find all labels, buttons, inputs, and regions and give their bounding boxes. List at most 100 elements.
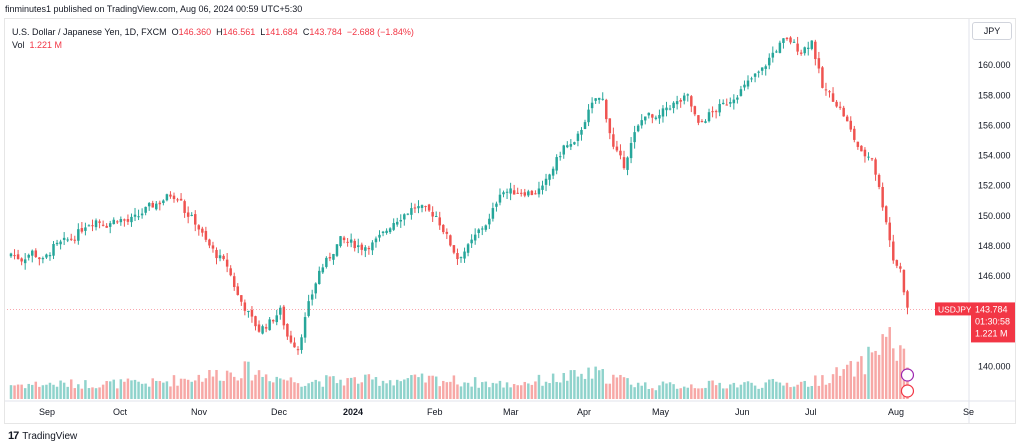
candle-body: [101, 224, 105, 226]
volume-bar: [527, 383, 530, 399]
candle-body: [250, 309, 254, 317]
candle-body: [810, 40, 814, 49]
volume-bar: [445, 382, 449, 399]
candle-body: [835, 101, 838, 107]
volume-bar: [307, 383, 310, 399]
candle-body: [442, 224, 445, 233]
volume-bar: [268, 381, 271, 399]
volume-bar: [697, 388, 700, 399]
x-tick-label: Se: [963, 407, 974, 417]
candle-body: [38, 257, 41, 260]
candle-body: [222, 255, 225, 260]
candle-body: [215, 249, 218, 259]
candle-body: [605, 99, 608, 120]
volume-bar: [13, 385, 16, 399]
candle-body: [764, 66, 767, 69]
candle-body: [417, 206, 420, 209]
volume-bar: [374, 377, 378, 399]
candle-body: [576, 133, 580, 141]
candle-body: [399, 219, 403, 222]
candle-body: [307, 301, 310, 316]
candle-body: [644, 116, 647, 121]
volume-bar: [381, 380, 385, 399]
candle-body: [619, 150, 622, 156]
candle-body: [300, 337, 303, 350]
candle-body: [413, 207, 417, 209]
candle-body: [445, 231, 449, 234]
volume-bar: [431, 375, 434, 399]
volume-bar: [286, 380, 289, 399]
candle-body: [55, 242, 59, 245]
candle-body: [551, 168, 555, 176]
candle-body: [452, 245, 456, 253]
candle-body: [739, 89, 743, 96]
candle-body: [796, 43, 799, 52]
candle-body: [165, 194, 169, 201]
candle-body: [884, 206, 888, 223]
candle-body: [449, 235, 452, 246]
volume-bar: [651, 388, 654, 399]
candle-body: [321, 267, 325, 273]
candle-body: [654, 117, 658, 119]
candle-body: [392, 223, 395, 230]
volume-bar: [714, 385, 718, 399]
x-tick-label: 2024: [343, 407, 363, 417]
volume-bar: [69, 379, 73, 399]
candle-body: [410, 208, 413, 215]
candle-body: [523, 192, 527, 196]
volume-bar: [665, 383, 668, 399]
candle-body: [357, 245, 360, 248]
x-tick-label: Mar: [503, 407, 519, 417]
volume-bar: [349, 377, 353, 399]
candle-body: [690, 96, 693, 107]
candle-body: [757, 71, 760, 73]
price-tag-symbol: USDJPY: [938, 304, 972, 314]
candle-body: [622, 157, 626, 169]
candle-body: [275, 315, 278, 323]
volume-bar: [682, 386, 686, 399]
candle-body: [147, 203, 151, 207]
chart-panel[interactable]: 162.000160.000158.000156.000154.000152.0…: [4, 18, 1016, 424]
volume-bar: [41, 385, 45, 399]
volume-bar: [261, 376, 264, 399]
volume-bar: [126, 378, 130, 399]
volume-bar: [105, 381, 108, 399]
candle-body: [133, 214, 137, 217]
volume-bar: [112, 379, 115, 399]
candle-body: [725, 104, 728, 106]
candle-body: [874, 159, 877, 175]
volume-bar: [16, 384, 20, 399]
candle-body: [792, 41, 796, 43]
candle-body: [325, 257, 328, 267]
volume-bar: [470, 386, 473, 399]
volume-bar: [303, 385, 307, 399]
volume-bar: [84, 380, 87, 399]
volume-bar: [165, 381, 169, 399]
candle-body: [332, 253, 335, 260]
volume-bar: [314, 379, 317, 399]
candlestick-chart[interactable]: 162.000160.000158.000156.000154.000152.0…: [5, 19, 1015, 423]
candle-body: [803, 47, 806, 54]
volume-bar: [622, 377, 626, 399]
volume-bar: [548, 383, 551, 399]
volume-bar: [580, 373, 583, 399]
candle-body: [204, 230, 208, 240]
candle-body: [385, 230, 388, 234]
x-tick-label: Aug: [888, 407, 904, 417]
volume-bar: [707, 380, 711, 399]
currency-selector[interactable]: JPY: [972, 22, 1012, 40]
y-tick-label: 160.000: [978, 60, 1011, 70]
candle-body: [615, 146, 619, 151]
volume-bar: [225, 370, 229, 399]
candle-body: [346, 241, 349, 243]
candle-body: [434, 216, 438, 218]
candle-body: [519, 192, 523, 194]
volume-bar: [509, 387, 512, 399]
volume-bar: [417, 377, 420, 399]
volume-bar: [367, 374, 371, 399]
candle-body: [236, 286, 240, 295]
volume-bar: [208, 370, 211, 399]
candle-body: [778, 42, 782, 53]
volume-bar: [566, 380, 569, 399]
